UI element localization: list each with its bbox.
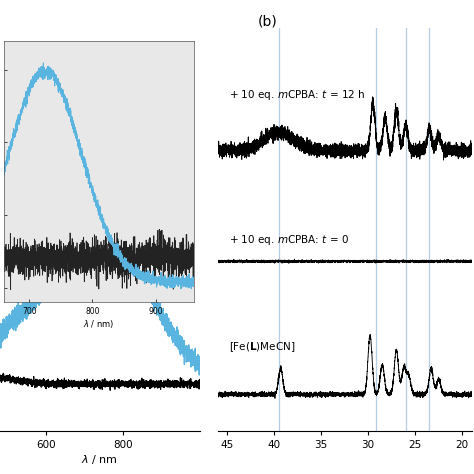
Text: [Fe($\mathbf{L}$)MeCN]: [Fe($\mathbf{L}$)MeCN]: [229, 340, 295, 354]
Text: + 10 eq. $m$CPBA: $t$ = 0: + 10 eq. $m$CPBA: $t$ = 0: [229, 233, 349, 246]
X-axis label: $\lambda$ / nm: $\lambda$ / nm: [82, 453, 118, 466]
Text: (b): (b): [258, 14, 278, 28]
Text: + 10 eq. $m$CPBA: $t$ = 12 h: + 10 eq. $m$CPBA: $t$ = 12 h: [229, 88, 365, 102]
